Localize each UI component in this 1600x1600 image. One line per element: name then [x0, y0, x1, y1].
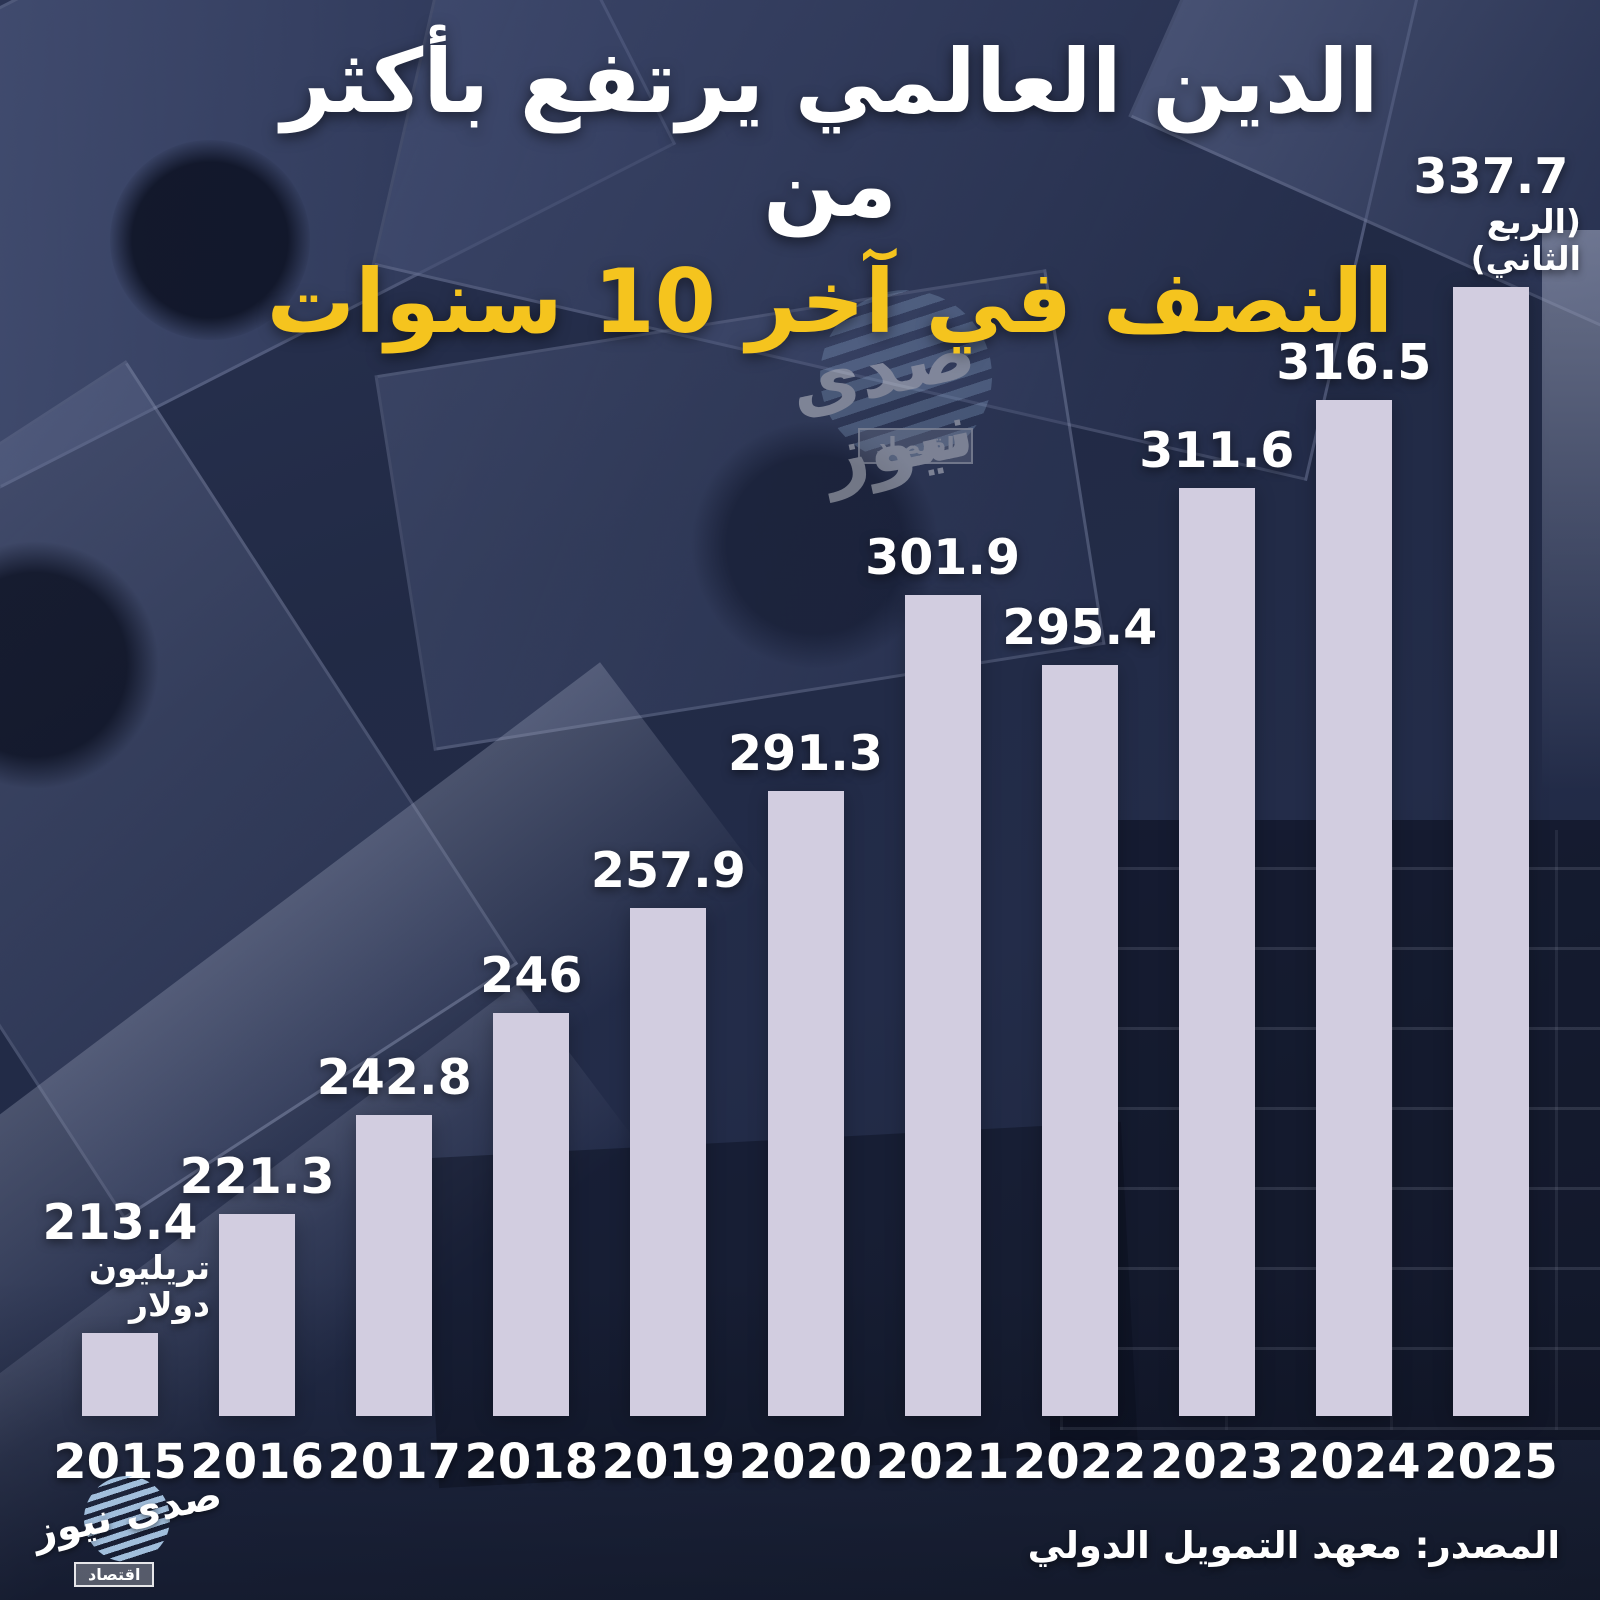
bar-value-label: 213.4 [42, 1193, 198, 1251]
bar-2025 [1453, 287, 1529, 1416]
bar-value-label: 337.7 [1413, 147, 1569, 205]
year-label-2018: 2018 [464, 1434, 599, 1490]
source-text: المصدر: معهد التمويل الدولي [1027, 1524, 1560, 1567]
year-label-2020: 2020 [738, 1434, 873, 1490]
title-line-1: الدين العالمي يرتفع بأكثر من [281, 30, 1379, 237]
year-label-2022: 2022 [1012, 1434, 1147, 1490]
bar-value-label: 301.9 [865, 528, 1021, 586]
bar-2015 [82, 1333, 158, 1416]
seal-circle [110, 140, 310, 340]
bar-value-label: 242.8 [316, 1048, 472, 1106]
bar-2024 [1315, 400, 1392, 1416]
site-logo: صدى نيوز اقتصاد [28, 1470, 226, 1595]
bar-2021 [904, 595, 981, 1416]
bar-value-label: 257.9 [590, 841, 746, 899]
logo-tag: اقتصاد [74, 1562, 155, 1587]
globe-icon [84, 1476, 170, 1562]
bar-2019 [630, 908, 707, 1416]
bar-group-2017: 242.8 2017 [304, 1048, 484, 1490]
bar-2016 [219, 1214, 296, 1416]
bar-group-2025: 337.7 (الربع الثاني) 2025 [1401, 147, 1582, 1490]
light-band [1542, 230, 1600, 790]
seal-circle [690, 420, 940, 670]
bar-group-2018: 246 2018 [441, 946, 621, 1490]
bar-group-2024: 316.5 2024 [1264, 333, 1444, 1490]
year-label-2025: 2025 [1424, 1434, 1558, 1490]
year-label-2024: 2024 [1287, 1434, 1421, 1490]
bar-group-2020: 291.3 2020 [716, 724, 896, 1490]
bar-value-label: 311.6 [1139, 421, 1295, 479]
bar-group-2019: 257.9 2019 [578, 841, 758, 1490]
bar-2017 [356, 1115, 433, 1416]
year-label-2017: 2017 [327, 1434, 461, 1490]
bar-note-label: (الربع الثاني) [1470, 202, 1581, 278]
bar-value-label: 221.3 [179, 1147, 335, 1205]
bar-note-label: تريليون دولار [88, 1248, 210, 1324]
bar-value-label: 295.4 [1002, 598, 1158, 656]
bar-value-label: 291.3 [728, 724, 883, 782]
bar-value-label: 246 [480, 946, 583, 1004]
watermark-tag: اقتصاد [858, 428, 973, 464]
bar-group-2023: 311.6 2023 [1127, 421, 1307, 1490]
year-label-2023: 2023 [1150, 1434, 1284, 1490]
bar-2018 [493, 1013, 570, 1416]
bar-group-2021: 301.9 2021 [853, 528, 1033, 1490]
bar-group-2022: 295.4 2022 [990, 598, 1170, 1490]
watermark-logo: صدى نيوز اقتصاد [780, 290, 1010, 502]
year-label-2019: 2019 [601, 1434, 736, 1490]
bar-2022 [1041, 665, 1118, 1416]
globe-icon [820, 290, 992, 462]
bar-group-2016: 221.3 2016 [167, 1147, 347, 1490]
title-line-2: النصف في آخر 10 سنوات [266, 249, 1394, 353]
bar-2023 [1178, 488, 1255, 1416]
page-title: الدين العالمي يرتفع بأكثر من النصف في آخ… [230, 30, 1430, 353]
bar-value-label: 316.5 [1276, 333, 1432, 391]
year-label-2021: 2021 [875, 1434, 1010, 1490]
year-label-2016: 2016 [190, 1434, 324, 1490]
bar-2020 [767, 791, 844, 1416]
